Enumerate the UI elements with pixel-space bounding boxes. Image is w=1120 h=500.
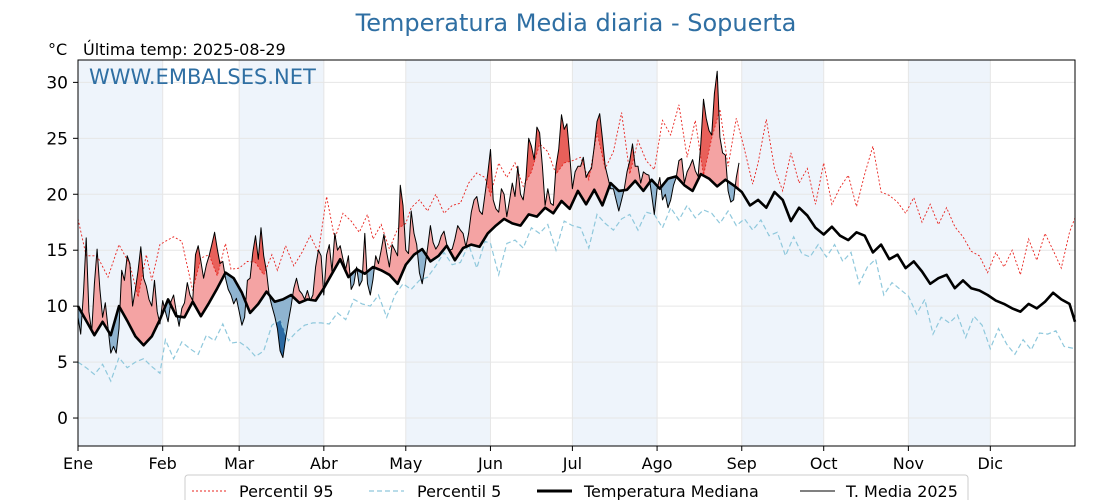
- legend-label-p95: Percentil 95: [239, 482, 334, 500]
- legend-label-median: Temperatura Mediana: [583, 482, 759, 500]
- y-tick-label-20: 20: [46, 185, 68, 205]
- fill-above-median-12: [375, 185, 418, 284]
- y-tick-label-5: 5: [57, 353, 68, 373]
- legend-label-p5: Percentil 5: [417, 482, 501, 500]
- watermark: WWW.EMBALSES.NET: [89, 65, 316, 89]
- last-temp-label: Última temp: 2025-08-29: [83, 40, 286, 59]
- y-tick-label-10: 10: [46, 297, 68, 317]
- fill-below-median-6: [224, 272, 246, 326]
- plot-frame: [77, 59, 1076, 447]
- fill-above-median-4: [170, 295, 177, 317]
- fill-above-median-7: [293, 278, 310, 303]
- x-tick-label-may: May: [389, 454, 422, 473]
- y-axis-unit-label: °C: [48, 40, 67, 59]
- month-band-jul: [572, 60, 658, 446]
- x-tick-label-sep: Sep: [727, 454, 757, 473]
- series-line-p5: [77, 204, 1076, 383]
- series-line-2025: [77, 70, 740, 359]
- y-tick-label-15: 15: [46, 241, 68, 261]
- x-tick-label-oct: Oct: [810, 454, 838, 473]
- y-axis-ticks: 0 5 10 15 20 25 30: [46, 73, 78, 429]
- x-tick-label-jun: Jun: [477, 454, 503, 473]
- fill-above-p95-3: [136, 246, 143, 298]
- month-band-nov: [908, 60, 991, 446]
- fill-above-p95-10: [487, 149, 492, 196]
- fill-above-p95-18: [700, 71, 719, 176]
- fill-below-p5-0: [276, 319, 286, 358]
- fill-below-median-15: [650, 179, 658, 215]
- fill-above-median-1: [92, 249, 108, 336]
- x-tick-label-abr: Abr: [310, 454, 338, 473]
- month-bands: [78, 60, 991, 446]
- x-tick-label-ago: Ago: [642, 454, 673, 473]
- x-tick-label-ene: Ene: [63, 454, 93, 473]
- month-band-sep: [741, 60, 824, 446]
- x-axis-ticks: Ene Feb Mar Abr May Jun Jul Ago Sep Oct Nov Dic: [63, 446, 1003, 473]
- x-tick-label-jul: Jul: [562, 454, 582, 473]
- legend-label-current: T. Media 2025: [845, 482, 958, 500]
- fill-above-p95-13: [556, 114, 570, 175]
- fill-below-median-16: [661, 176, 677, 208]
- x-tick-label-dic: Dic: [978, 454, 1004, 473]
- series-line-median: [76, 172, 1077, 347]
- fill-above-p95-12: [526, 127, 541, 182]
- x-tick-label-feb: Feb: [149, 454, 177, 473]
- y-tick-label-0: 0: [57, 409, 68, 429]
- fill-above-p95-15: [587, 170, 591, 180]
- x-tick-label-nov: Nov: [893, 454, 924, 473]
- fill-above-p95-17: [629, 143, 634, 175]
- x-tick-label-mar: Mar: [224, 454, 255, 473]
- fill-above-median-0: [82, 237, 91, 330]
- month-band-ene: [78, 60, 163, 446]
- legend: Percentil 95 Percentil 5 Temperatura Med…: [184, 474, 969, 500]
- y-tick-label-25: 25: [46, 129, 68, 149]
- fill-above-median-11: [362, 233, 367, 274]
- legend-box: [184, 474, 969, 500]
- fill-above-median-2: [120, 246, 159, 346]
- y-tick-label-30: 30: [46, 73, 68, 93]
- chart-title: Temperatura Media diaria - Sopuerta: [355, 9, 797, 37]
- series-lines: [76, 70, 1077, 383]
- month-band-mar: [239, 60, 324, 446]
